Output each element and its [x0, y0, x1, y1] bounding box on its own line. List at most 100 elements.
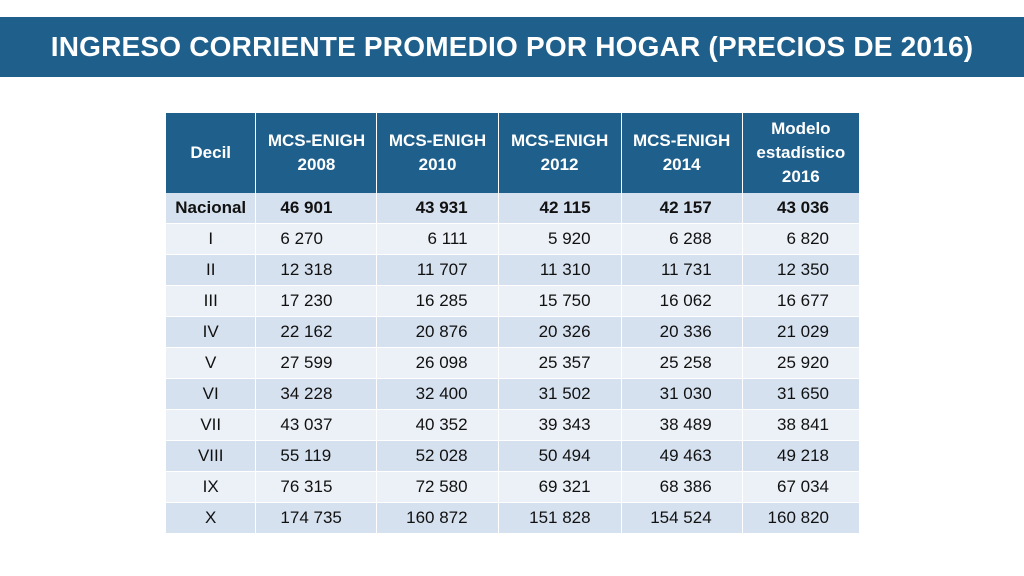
value-cell: 31 650 [742, 379, 859, 410]
header-2014: MCS-ENIGH 2014 [621, 113, 743, 193]
table-row: IX 76 315 72 580 69 321 68 386 67 034 [166, 472, 859, 503]
value-cell: 16 677 [742, 286, 859, 317]
decil-cell: III [166, 286, 257, 317]
value-cell: 20 876 [377, 317, 499, 348]
value-cell: 12 318 [256, 255, 378, 286]
table-row-nacional: Nacional 46 901 43 931 42 115 42 157 43 036 [166, 193, 859, 224]
value-cell: 17 230 [256, 286, 378, 317]
value-cell: 55 119 [256, 441, 378, 472]
decil-cell: I [166, 224, 257, 255]
value-cell: 25 357 [498, 348, 622, 379]
value-cell: 34 228 [256, 379, 378, 410]
value-cell: 72 580 [377, 472, 499, 503]
value-cell: 38 841 [742, 410, 859, 441]
table-row: II 12 318 11 707 11 310 11 731 12 350 [166, 255, 859, 286]
table-body: Nacional 46 901 43 931 42 115 42 157 43 036 I 6… [166, 193, 859, 534]
value-cell: 32 400 [377, 379, 499, 410]
value-cell: 16 062 [621, 286, 743, 317]
value-cell: 16 285 [377, 286, 499, 317]
value-cell: 11 731 [621, 255, 743, 286]
value-cell: 27 599 [256, 348, 378, 379]
header-line: 2008 [297, 155, 336, 174]
value-cell: 26 098 [377, 348, 499, 379]
header-modelo-2016: Modelo estadístico 2016 [742, 113, 859, 193]
header-line: Modelo [771, 119, 831, 138]
header-line: 2010 [418, 155, 457, 174]
table-row: IV 22 162 20 876 20 326 20 336 21 029 [166, 317, 859, 348]
header-2010: MCS-ENIGH 2010 [377, 113, 499, 193]
header-line: 2014 [662, 155, 701, 174]
value-cell: 50 494 [498, 441, 622, 472]
header-line: estadístico [756, 143, 846, 162]
decil-cell: Nacional [166, 193, 257, 224]
value-cell: 12 350 [742, 255, 859, 286]
header-decil: Decil [166, 113, 257, 193]
value-cell: 43 036 [742, 193, 859, 224]
value-cell: 42 115 [498, 193, 622, 224]
value-cell: 6 288 [621, 224, 743, 255]
decil-cell: II [166, 255, 257, 286]
value-cell: 160 820 [742, 503, 859, 534]
value-cell: 22 162 [256, 317, 378, 348]
decil-cell: VI [166, 379, 257, 410]
table-row: VI 34 228 32 400 31 502 31 030 31 650 [166, 379, 859, 410]
value-cell: 31 030 [621, 379, 743, 410]
decil-cell: VII [166, 410, 257, 441]
value-cell: 43 037 [256, 410, 378, 441]
value-cell: 67 034 [742, 472, 859, 503]
table-header-row: Decil MCS-ENIGH 2008 MCS-ENIGH 2010 MCS-… [166, 113, 859, 193]
value-cell: 20 336 [621, 317, 743, 348]
value-cell: 39 343 [498, 410, 622, 441]
value-cell: 69 321 [498, 472, 622, 503]
decil-cell: IX [166, 472, 257, 503]
table-row: X 174 735 160 872 151 828 154 524 160 820 [166, 503, 859, 534]
value-cell: 20 326 [498, 317, 622, 348]
value-cell: 46 901 [256, 193, 378, 224]
value-cell: 6 270 [256, 224, 378, 255]
value-cell: 38 489 [621, 410, 743, 441]
table-row: VIII 55 119 52 028 50 494 49 463 49 218 [166, 441, 859, 472]
decil-cell: VIII [166, 441, 257, 472]
value-cell: 6 111 [377, 224, 499, 255]
value-cell: 43 931 [377, 193, 499, 224]
header-2008: MCS-ENIGH 2008 [256, 113, 378, 193]
table-row: V 27 599 26 098 25 357 25 258 25 920 [166, 348, 859, 379]
header-line: 2012 [540, 155, 579, 174]
value-cell: 5 920 [498, 224, 622, 255]
value-cell: 160 872 [377, 503, 499, 534]
value-cell: 49 218 [742, 441, 859, 472]
header-2012: MCS-ENIGH 2012 [498, 113, 622, 193]
table-row: III 17 230 16 285 15 750 16 062 16 677 [166, 286, 859, 317]
table-row: VII 43 037 40 352 39 343 38 489 38 841 [166, 410, 859, 441]
header-line: MCS-ENIGH [510, 131, 609, 150]
value-cell: 42 157 [621, 193, 743, 224]
value-cell: 40 352 [377, 410, 499, 441]
value-cell: 76 315 [256, 472, 378, 503]
value-cell: 15 750 [498, 286, 622, 317]
value-cell: 6 820 [742, 224, 859, 255]
header-line: Decil [190, 143, 232, 162]
value-cell: 21 029 [742, 317, 859, 348]
header-line: MCS-ENIGH [632, 131, 731, 150]
header-line: MCS-ENIGH [388, 131, 487, 150]
value-cell: 154 524 [621, 503, 743, 534]
header-line: MCS-ENIGH [267, 131, 366, 150]
value-cell: 25 920 [742, 348, 859, 379]
value-cell: 174 735 [256, 503, 378, 534]
header-line: 2016 [781, 167, 820, 186]
page-title: INGRESO CORRIENTE PROMEDIO POR HOGAR (PR… [50, 31, 974, 62]
value-cell: 31 502 [498, 379, 622, 410]
value-cell: 68 386 [621, 472, 743, 503]
value-cell: 151 828 [498, 503, 622, 534]
title-bar: INGRESO CORRIENTE PROMEDIO POR HOGAR (PR… [0, 17, 1024, 77]
value-cell: 25 258 [621, 348, 743, 379]
value-cell: 52 028 [377, 441, 499, 472]
value-cell: 11 707 [377, 255, 499, 286]
decil-cell: X [166, 503, 257, 534]
value-cell: 11 310 [498, 255, 622, 286]
income-table: Decil MCS-ENIGH 2008 MCS-ENIGH 2010 MCS-… [166, 113, 859, 534]
decil-cell: IV [166, 317, 257, 348]
value-cell: 49 463 [621, 441, 743, 472]
decil-cell: V [166, 348, 257, 379]
